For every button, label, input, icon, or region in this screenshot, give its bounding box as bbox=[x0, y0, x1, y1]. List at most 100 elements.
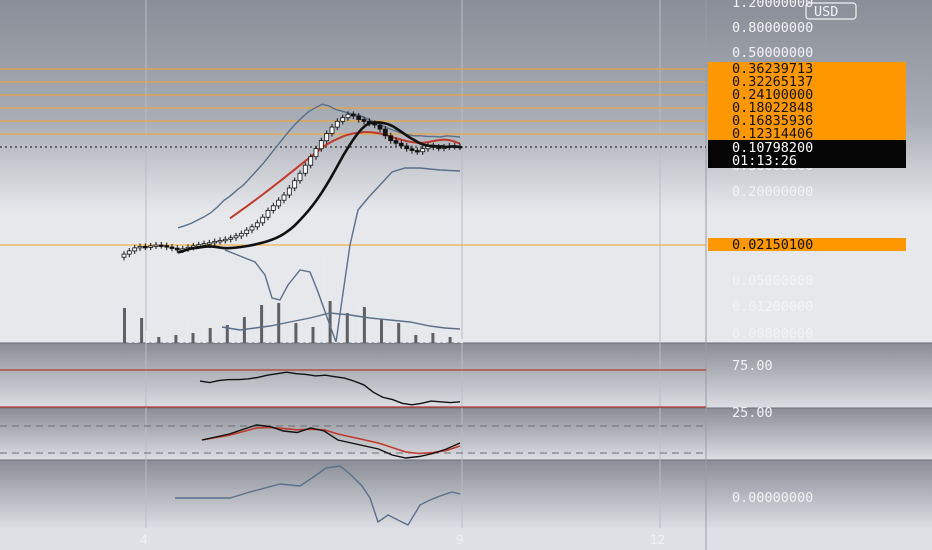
volume-bar bbox=[265, 297, 269, 343]
candle-body[interactable] bbox=[228, 237, 234, 240]
candle-body[interactable] bbox=[233, 235, 239, 239]
level-label-bg bbox=[708, 62, 906, 75]
candle-body[interactable] bbox=[414, 150, 420, 153]
volume-bar bbox=[374, 325, 378, 343]
level-label: 0.12314406 bbox=[732, 126, 813, 142]
rsi-tick-label: 75.00 bbox=[732, 358, 773, 374]
time-tick-label: 9 bbox=[456, 533, 464, 547]
time-tick-label: 12 bbox=[650, 533, 665, 547]
candle-body[interactable] bbox=[281, 194, 287, 201]
currency-badge[interactable] bbox=[805, 2, 857, 20]
level-label: 0.24100000 bbox=[732, 87, 813, 103]
volume-bar bbox=[391, 331, 395, 343]
volume-bar bbox=[362, 307, 366, 343]
candle-body[interactable] bbox=[340, 117, 346, 122]
candle-body[interactable] bbox=[356, 115, 362, 120]
ema-fast-line bbox=[177, 121, 461, 254]
candle-body[interactable] bbox=[164, 245, 170, 248]
candle-body[interactable] bbox=[334, 120, 340, 128]
candle-body[interactable] bbox=[222, 238, 228, 242]
volume-bar bbox=[214, 317, 218, 343]
volume-bar bbox=[288, 308, 292, 343]
candle-body[interactable] bbox=[132, 247, 138, 252]
candle-body[interactable] bbox=[318, 140, 324, 150]
volume-bar bbox=[174, 335, 178, 343]
volume-bar bbox=[368, 319, 372, 343]
candle-body[interactable] bbox=[361, 119, 367, 122]
histogram-line bbox=[175, 465, 461, 526]
volume-bar bbox=[311, 327, 315, 343]
candle-body[interactable] bbox=[254, 222, 260, 228]
candle-body[interactable] bbox=[297, 172, 303, 182]
candle-body[interactable] bbox=[409, 148, 415, 151]
time-axis-background bbox=[0, 528, 932, 550]
volume-bar bbox=[300, 325, 304, 343]
candle-body[interactable] bbox=[206, 242, 212, 245]
volume-bar bbox=[168, 327, 172, 343]
volume-bar bbox=[140, 318, 144, 343]
candle-body[interactable] bbox=[302, 164, 308, 174]
level-label-bg bbox=[708, 88, 906, 101]
volume-bar bbox=[385, 329, 389, 343]
candle-body[interactable] bbox=[308, 156, 314, 166]
volume-bar bbox=[180, 337, 184, 343]
candle-body[interactable] bbox=[249, 226, 255, 231]
candle-body[interactable] bbox=[313, 148, 319, 158]
macd-signal-line bbox=[201, 426, 461, 455]
price-axis[interactable]: 1.20000000 0.80000000 0.50000000 0.30000… bbox=[732, 0, 813, 342]
level-label-bg bbox=[708, 75, 906, 88]
level-label-bg bbox=[708, 127, 906, 140]
candle-body[interactable] bbox=[142, 245, 148, 249]
volume-bar bbox=[237, 329, 241, 343]
candle-body[interactable] bbox=[377, 124, 383, 130]
volume-bar bbox=[397, 323, 401, 343]
candle-body[interactable] bbox=[169, 246, 175, 249]
candle-body[interactable] bbox=[238, 233, 244, 237]
candle-body[interactable] bbox=[276, 199, 282, 207]
candle-body[interactable] bbox=[196, 244, 202, 247]
candle-body[interactable] bbox=[382, 128, 388, 137]
price-tick-label: 0.50000000 bbox=[732, 45, 813, 61]
candle-body[interactable] bbox=[350, 113, 356, 117]
candle-body[interactable] bbox=[265, 209, 271, 218]
candle-body[interactable] bbox=[148, 245, 154, 248]
bar-countdown: 01:13:26 bbox=[732, 153, 797, 169]
candle-body[interactable] bbox=[404, 145, 410, 150]
candle-body[interactable] bbox=[345, 113, 351, 119]
candle-body[interactable] bbox=[153, 244, 159, 247]
candle-body[interactable] bbox=[158, 244, 164, 247]
candle-body[interactable] bbox=[137, 245, 143, 249]
candle-body[interactable] bbox=[388, 135, 394, 141]
volume-bar bbox=[357, 303, 361, 343]
candle-body[interactable] bbox=[286, 187, 292, 196]
volume-bar bbox=[408, 329, 412, 343]
volume-bar bbox=[231, 331, 235, 343]
candle-body[interactable] bbox=[212, 240, 218, 244]
volume-bar bbox=[380, 319, 383, 343]
candle-body[interactable] bbox=[420, 148, 426, 153]
candle-body[interactable] bbox=[398, 142, 404, 147]
candle-body[interactable] bbox=[292, 180, 298, 189]
rsi-line bbox=[199, 371, 461, 406]
price-tick-label: 0.05000000 bbox=[732, 273, 813, 289]
candle-body[interactable] bbox=[393, 140, 399, 144]
candle-body[interactable] bbox=[201, 243, 207, 246]
candle-body[interactable] bbox=[126, 250, 132, 255]
candle-body[interactable] bbox=[217, 239, 223, 243]
candle-body[interactable] bbox=[324, 133, 330, 142]
price-tick-label: 1.20000000 bbox=[732, 0, 813, 11]
time-tick-label: 4 bbox=[140, 533, 148, 547]
candle-body[interactable] bbox=[329, 126, 335, 134]
candle-body[interactable] bbox=[174, 247, 180, 251]
volume-ma-line bbox=[221, 312, 461, 331]
volume-bar bbox=[334, 321, 338, 343]
bollinger-lower-line bbox=[224, 167, 461, 343]
candle-body[interactable] bbox=[260, 216, 266, 224]
price-tick-label: 0.00800000 bbox=[732, 326, 813, 342]
candle-body[interactable] bbox=[270, 205, 276, 211]
histogram-pane-background bbox=[0, 460, 932, 528]
candle-body[interactable] bbox=[244, 229, 250, 234]
candle-body[interactable] bbox=[121, 253, 127, 258]
